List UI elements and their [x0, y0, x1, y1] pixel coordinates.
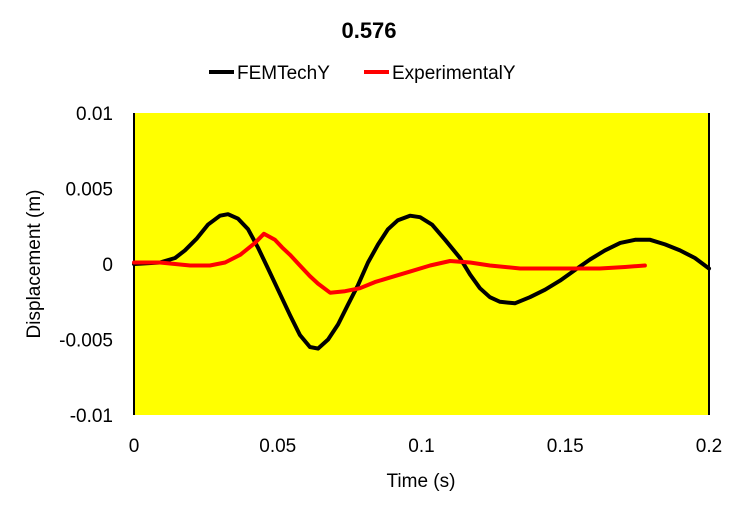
chart-title: 0.576 — [341, 18, 396, 43]
legend-label-experimentaly: ExperimentalY — [392, 63, 516, 84]
series-line-experimentaly — [132, 231, 647, 295]
plot-area — [134, 113, 709, 415]
x-tick-label: 0.1 — [408, 436, 434, 457]
y-tick-label: 0.005 — [65, 180, 113, 201]
y-axis-label: Displacement (m) — [24, 190, 45, 339]
x-tick-label: 0 — [129, 436, 140, 457]
x-tick-label: 0.05 — [259, 436, 296, 457]
y-tick-label: -0.005 — [59, 331, 113, 352]
series-line-femtechy — [132, 212, 711, 351]
x-tick-label: 0.15 — [547, 436, 584, 457]
y-tick-label: 0 — [102, 255, 113, 276]
legend-label-femtechy: FEMTechY — [237, 63, 330, 84]
x-axis-label: Time (s) — [387, 471, 456, 492]
x-tick-label: 0.2 — [696, 436, 722, 457]
y-tick-label: 0.01 — [76, 104, 113, 125]
y-tick-label: -0.01 — [70, 406, 113, 427]
legend: FEMTechY ExperimentalY — [209, 63, 516, 84]
